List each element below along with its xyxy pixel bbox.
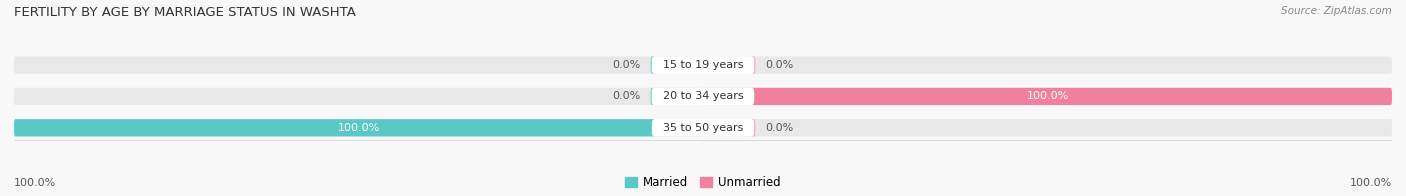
Text: 15 to 19 years: 15 to 19 years xyxy=(655,60,751,70)
FancyBboxPatch shape xyxy=(14,119,703,136)
Text: FERTILITY BY AGE BY MARRIAGE STATUS IN WASHTA: FERTILITY BY AGE BY MARRIAGE STATUS IN W… xyxy=(14,6,356,19)
Text: 0.0%: 0.0% xyxy=(765,123,793,133)
Text: 100.0%: 100.0% xyxy=(337,123,380,133)
FancyBboxPatch shape xyxy=(651,56,703,74)
Text: 100.0%: 100.0% xyxy=(1026,91,1069,102)
FancyBboxPatch shape xyxy=(651,88,703,105)
FancyBboxPatch shape xyxy=(14,119,1392,136)
FancyBboxPatch shape xyxy=(14,56,1392,74)
Text: 0.0%: 0.0% xyxy=(613,60,641,70)
FancyBboxPatch shape xyxy=(703,88,1392,105)
Text: 20 to 34 years: 20 to 34 years xyxy=(655,91,751,102)
Text: 0.0%: 0.0% xyxy=(765,60,793,70)
Text: 100.0%: 100.0% xyxy=(14,178,56,188)
Text: 100.0%: 100.0% xyxy=(1350,178,1392,188)
Text: 35 to 50 years: 35 to 50 years xyxy=(655,123,751,133)
FancyBboxPatch shape xyxy=(14,88,1392,105)
FancyBboxPatch shape xyxy=(703,56,755,74)
Text: Source: ZipAtlas.com: Source: ZipAtlas.com xyxy=(1281,6,1392,16)
FancyBboxPatch shape xyxy=(703,119,755,136)
Legend: Married, Unmarried: Married, Unmarried xyxy=(626,176,780,189)
Text: 0.0%: 0.0% xyxy=(613,91,641,102)
